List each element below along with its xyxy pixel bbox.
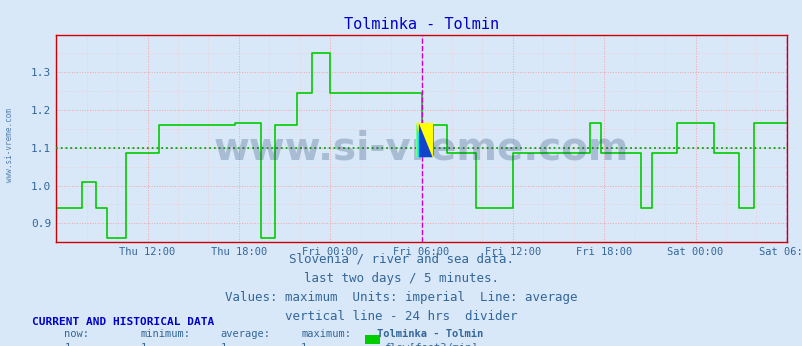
Text: Values: maximum  Units: imperial  Line: average: Values: maximum Units: imperial Line: av… — [225, 291, 577, 304]
Text: CURRENT AND HISTORICAL DATA: CURRENT AND HISTORICAL DATA — [32, 317, 214, 327]
Text: Tolminka - Tolmin: Tolminka - Tolmin — [377, 329, 483, 339]
Polygon shape — [419, 123, 432, 157]
Text: now:: now: — [64, 329, 89, 339]
Polygon shape — [416, 123, 424, 157]
Text: 1: 1 — [64, 343, 71, 346]
Text: www.si-vreme.com: www.si-vreme.com — [5, 108, 14, 182]
Text: flow[foot3/min]: flow[foot3/min] — [383, 343, 477, 346]
Text: maximum:: maximum: — [301, 329, 350, 339]
Text: 1: 1 — [301, 343, 307, 346]
Text: Slovenia / river and sea data.: Slovenia / river and sea data. — [289, 253, 513, 266]
Text: vertical line - 24 hrs  divider: vertical line - 24 hrs divider — [285, 310, 517, 323]
Text: 1: 1 — [221, 343, 227, 346]
Text: last two days / 5 minutes.: last two days / 5 minutes. — [304, 272, 498, 285]
Title: Tolminka - Tolmin: Tolminka - Tolmin — [343, 17, 499, 32]
Bar — [416, 123, 432, 157]
Text: minimum:: minimum: — [140, 329, 190, 339]
Text: average:: average: — [221, 329, 270, 339]
Text: 1: 1 — [140, 343, 147, 346]
Text: www.si-vreme.com: www.si-vreme.com — [213, 130, 629, 168]
